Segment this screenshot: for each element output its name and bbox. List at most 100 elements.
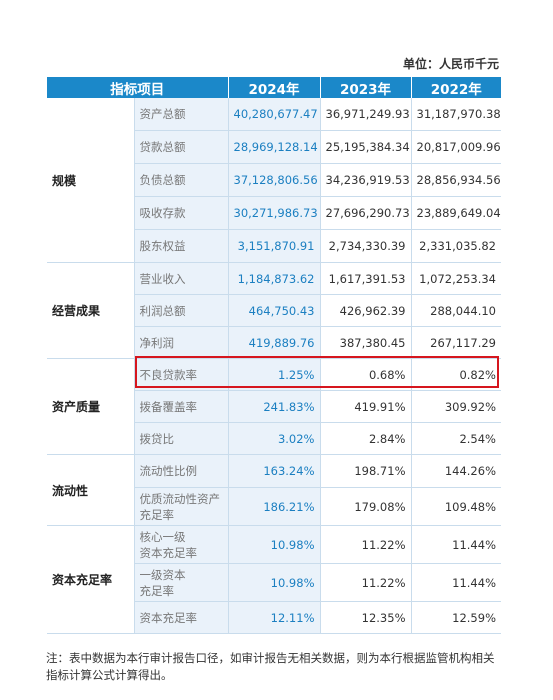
value-2023: 387,380.45	[320, 326, 412, 359]
value-2024: 10.98%	[228, 525, 321, 564]
row-label: 贷款总额	[134, 130, 229, 164]
value-2023: 27,696,290.73	[320, 196, 412, 230]
value-2023: 1,617,391.53	[320, 262, 412, 295]
row-label: 核心一级 资本充足率	[134, 525, 229, 564]
table-row: 规模 资产总额 40,280,677.47 36,971,249.93 31,1…	[47, 98, 501, 263]
value-2022: 309.92%	[411, 390, 501, 423]
financial-indicators-table: 指标项目 2024年 2023年 2022年 规模 资产总额 40,280,67…	[47, 77, 501, 634]
table-row: 资产质量 不良贷款率 1.25% 0.68% 0.82%	[47, 358, 501, 455]
row-label: 资产总额	[134, 98, 229, 131]
table-row: 拨备覆盖率 241.83% 419.91% 309.92%	[47, 390, 501, 423]
table-row: 资本充足率 核心一级 资本充足率 10.98% 11.22% 11.44%	[47, 525, 501, 634]
value-2022: 1,072,253.34	[411, 262, 501, 295]
header-2022: 2022年	[411, 77, 501, 98]
value-2022: 28,856,934.56	[411, 163, 501, 197]
value-2023: 426,962.39	[320, 294, 412, 327]
value-2022: 11.44%	[411, 525, 501, 564]
value-2023: 25,195,384.34	[320, 130, 412, 164]
value-2024: 464,750.43	[228, 294, 321, 327]
table-row: 股东权益 3,151,870.91 2,734,330.39 2,331,035…	[47, 229, 501, 263]
row-label: 优质流动性资产 充足率	[134, 487, 229, 526]
row-label: 吸收存款	[134, 196, 229, 230]
table-row: 负债总额 37,128,806.56 34,236,919.53 28,856,…	[47, 163, 501, 197]
value-2023: 11.22%	[320, 563, 412, 602]
category-liquidity: 流动性	[47, 454, 135, 526]
row-label-line1: 核心一级	[139, 529, 186, 544]
value-2022: 0.82%	[411, 358, 501, 391]
row-label: 流动性比例	[134, 454, 229, 488]
header-item: 指标项目	[47, 77, 229, 98]
value-2024: 241.83%	[228, 390, 321, 423]
value-2022: 2,331,035.82	[411, 229, 501, 263]
unit-label: 单位：人民币千元	[402, 57, 499, 71]
category-scale: 规模	[47, 98, 135, 263]
value-2022: 20,817,009.96	[411, 130, 501, 164]
value-2023: 0.68%	[320, 358, 412, 391]
value-2024: 1,184,873.62	[228, 262, 321, 295]
row-label-line2: 充足率	[139, 583, 175, 598]
row-label-line1: 优质流动性资产	[139, 491, 221, 506]
value-2024: 40,280,677.47	[228, 98, 321, 131]
header-2024: 2024年	[228, 77, 321, 98]
header-2023: 2023年	[320, 77, 412, 98]
row-label: 利润总额	[134, 294, 229, 327]
row-label: 拨备覆盖率	[134, 390, 229, 423]
category-operating-results: 经营成果	[47, 262, 135, 359]
value-2023: 12.35%	[320, 601, 412, 634]
row-label: 营业收入	[134, 262, 229, 295]
row-label: 净利润	[134, 326, 229, 359]
table-row: 贷款总额 28,969,128.14 25,195,384.34 20,817,…	[47, 130, 501, 164]
value-2022: 2.54%	[411, 422, 501, 455]
row-label: 一级资本 充足率	[134, 563, 229, 602]
footnote: 注：表中数据为本行审计报告口径，如审计报告无相关数据，则为本行根据监管机构相关指…	[46, 651, 495, 682]
value-2023: 34,236,919.53	[320, 163, 412, 197]
table-row: 流动性 流动性比例 163.24% 198.71% 144.26%	[47, 454, 501, 526]
value-2024: 30,271,986.73	[228, 196, 321, 230]
value-2022: 267,117.29	[411, 326, 501, 359]
value-2024: 3.02%	[228, 422, 321, 455]
value-2022: 23,889,649.04	[411, 196, 501, 230]
value-2023: 179.08%	[320, 487, 412, 526]
value-2024: 37,128,806.56	[228, 163, 321, 197]
value-2024: 10.98%	[228, 563, 321, 602]
value-2022: 11.44%	[411, 563, 501, 602]
value-2023: 2.84%	[320, 422, 412, 455]
value-2024: 3,151,870.91	[228, 229, 321, 263]
row-label-line1: 一级资本	[139, 567, 186, 582]
row-label-line2: 充足率	[139, 507, 175, 522]
table-header-row: 指标项目 2024年 2023年 2022年	[47, 77, 501, 98]
row-label-line2: 资本充足率	[139, 545, 198, 560]
table-row: 利润总额 464,750.43 426,962.39 288,044.10	[47, 294, 501, 327]
category-asset-quality: 资产质量	[47, 358, 135, 455]
value-2024: 1.25%	[228, 358, 321, 391]
value-2024: 186.21%	[228, 487, 321, 526]
value-2024: 28,969,128.14	[228, 130, 321, 164]
table-row: 优质流动性资产 充足率 186.21% 179.08% 109.48%	[47, 487, 501, 526]
value-2022: 109.48%	[411, 487, 501, 526]
value-2023: 419.91%	[320, 390, 412, 423]
value-2022: 288,044.10	[411, 294, 501, 327]
value-2023: 36,971,249.93	[320, 98, 412, 131]
category-capital-adequacy: 资本充足率	[47, 525, 135, 634]
row-label: 资本充足率	[134, 601, 229, 634]
value-2023: 198.71%	[320, 454, 412, 488]
value-2024: 163.24%	[228, 454, 321, 488]
row-label: 不良贷款率	[134, 358, 229, 391]
table-row: 资本充足率 12.11% 12.35% 12.59%	[47, 601, 501, 634]
row-label: 股东权益	[134, 229, 229, 263]
table-row: 一级资本 充足率 10.98% 11.22% 11.44%	[47, 563, 501, 602]
table-row: 吸收存款 30,271,986.73 27,696,290.73 23,889,…	[47, 196, 501, 230]
value-2023: 11.22%	[320, 525, 412, 564]
value-2023: 2,734,330.39	[320, 229, 412, 263]
value-2022: 31,187,970.38	[411, 98, 501, 131]
table-row: 经营成果 营业收入 1,184,873.62 1,617,391.53 1,07…	[47, 262, 501, 359]
table-row: 拨贷比 3.02% 2.84% 2.54%	[47, 422, 501, 455]
row-label: 负债总额	[134, 163, 229, 197]
value-2024: 419,889.76	[228, 326, 321, 359]
table-row: 净利润 419,889.76 387,380.45 267,117.29	[47, 326, 501, 359]
row-label: 拨贷比	[134, 422, 229, 455]
npl-ratio-highlight-box	[135, 356, 499, 388]
value-2024: 12.11%	[228, 601, 321, 634]
value-2022: 144.26%	[411, 454, 501, 488]
value-2022: 12.59%	[411, 601, 501, 634]
